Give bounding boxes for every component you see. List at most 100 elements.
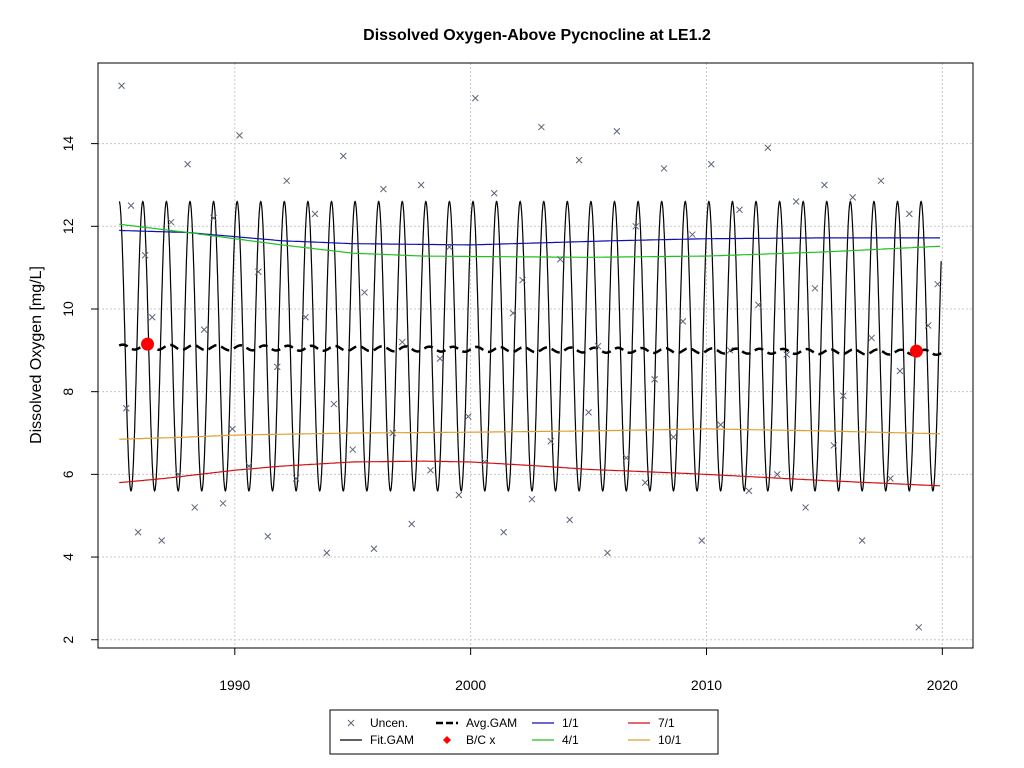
x-tick-label: 2020 — [927, 677, 958, 693]
uncensored-point — [764, 144, 772, 152]
legend-item: 7/1 — [628, 716, 675, 730]
uncensored-point — [509, 309, 517, 317]
uncensored-point — [292, 475, 300, 482]
uncensored-point — [896, 367, 904, 375]
uncensored-point — [398, 338, 406, 346]
uncensored-point — [877, 177, 885, 185]
uncensored-point — [283, 177, 291, 185]
legend-label: Fit.GAM — [370, 733, 414, 747]
legend-item: Uncen. — [347, 716, 408, 730]
uncensored-point — [622, 454, 630, 462]
uncensored-point — [500, 528, 508, 536]
uncensored-point — [575, 156, 583, 164]
legend-item: Fit.GAM — [340, 733, 414, 747]
y-tick-label: 10 — [60, 301, 76, 317]
uncensored-point — [660, 165, 668, 172]
uncensored-point — [339, 152, 347, 160]
uncensored-point — [641, 479, 649, 486]
uncensored-point — [323, 549, 331, 557]
y-tick-label: 4 — [60, 553, 76, 561]
uncensored-point — [210, 214, 217, 222]
series-7-1 — [119, 460, 941, 487]
uncensored-point — [167, 218, 175, 226]
uncensored-point — [455, 491, 463, 499]
uncensored-point — [481, 458, 489, 466]
uncensored-point — [273, 363, 281, 371]
y-tick-label: 12 — [60, 218, 76, 234]
uncensored-point — [361, 289, 368, 296]
legend-label: B/C x — [466, 733, 495, 747]
points-layer — [118, 82, 941, 631]
uncensored-point — [585, 408, 592, 416]
legend-marker-diamond — [443, 736, 451, 744]
uncensored-point — [446, 243, 453, 251]
uncensored-point — [651, 375, 658, 383]
uncensored-point — [191, 504, 199, 511]
y-tick-label: 6 — [60, 470, 76, 478]
uncensored-point — [717, 421, 724, 429]
uncensored-point — [528, 495, 536, 503]
legend-box — [329, 709, 719, 755]
uncensored-point — [556, 256, 564, 263]
legend-item: Avg.GAM — [436, 716, 517, 730]
x-tick-label: 2010 — [691, 677, 722, 693]
uncensored-point — [302, 313, 309, 321]
chart-title: Dissolved Oxygen-Above Pycnocline at LE1… — [363, 27, 711, 44]
uncensored-point — [490, 189, 498, 197]
series-fit-gam — [118, 200, 942, 492]
uncensored-point — [632, 222, 640, 230]
uncensored-point — [905, 210, 913, 218]
uncensored-point — [122, 404, 130, 412]
uncensored-point — [698, 537, 706, 544]
uncensored-point — [174, 471, 182, 478]
series-avg-gam — [118, 343, 942, 357]
uncensored-point — [436, 355, 444, 362]
uncensored-point — [915, 623, 923, 631]
uncensored-point — [229, 425, 236, 433]
uncensored-point — [245, 462, 253, 470]
uncensored-point — [773, 471, 781, 478]
series-layer — [118, 200, 942, 492]
legend-item: 4/1 — [532, 733, 579, 747]
uncensored-point — [924, 322, 932, 329]
uncensored-point — [802, 504, 809, 511]
uncensored-point — [934, 280, 941, 288]
series-10-1 — [119, 428, 941, 440]
uncensored-point — [311, 210, 319, 218]
y-axis-label: Dissolved Oxygen [mg/L] — [28, 266, 45, 444]
legend-label: 4/1 — [562, 733, 579, 747]
x-axis: 1990 2000 2010 2020 — [219, 647, 958, 693]
uncensored-point — [594, 342, 602, 350]
uncensored-point — [519, 276, 526, 284]
uncensored-point — [538, 123, 545, 131]
uncensored-point — [158, 537, 166, 544]
uncensored-point — [349, 446, 357, 453]
uncensored-point — [745, 487, 753, 495]
y-tick-label: 2 — [60, 636, 76, 644]
uncensored-point — [613, 127, 621, 135]
uncensored-point — [566, 516, 574, 524]
uncensored-point — [755, 301, 762, 309]
uncensored-point — [141, 251, 149, 259]
uncensored-point — [255, 268, 262, 276]
uncensored-point — [389, 429, 397, 437]
uncensored-point — [830, 442, 838, 449]
uncensored-point — [408, 520, 416, 528]
uncensored-point — [736, 206, 743, 214]
uncensored-point — [184, 160, 191, 168]
x-tick-label: 1990 — [219, 677, 250, 693]
uncensored-point — [707, 160, 715, 168]
legend-label: 10/1 — [658, 733, 682, 747]
uncensored-point — [849, 194, 857, 201]
bc-point — [909, 344, 923, 358]
uncensored-point — [264, 533, 272, 540]
uncensored-point — [887, 475, 894, 482]
uncensored-point — [868, 334, 875, 342]
legend-item: 1/1 — [532, 716, 579, 730]
legend-label: Uncen. — [370, 716, 408, 730]
uncensored-point — [200, 326, 208, 334]
y-axis: 2 4 6 8 10 12 14 — [60, 136, 99, 644]
uncensored-point — [726, 346, 734, 354]
uncensored-point — [134, 528, 142, 536]
